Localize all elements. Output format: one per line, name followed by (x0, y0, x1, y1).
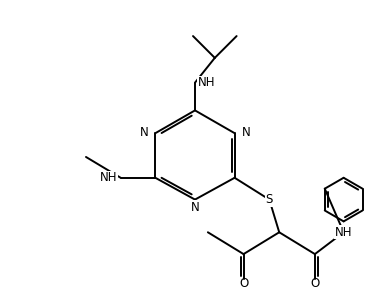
Text: NH: NH (198, 76, 215, 89)
Text: NH: NH (335, 226, 352, 239)
Text: N: N (191, 201, 199, 214)
Text: S: S (266, 193, 273, 206)
Text: O: O (239, 277, 248, 290)
Text: O: O (310, 277, 320, 290)
Text: N: N (140, 126, 149, 139)
Text: NH: NH (100, 171, 118, 184)
Text: N: N (242, 126, 250, 139)
